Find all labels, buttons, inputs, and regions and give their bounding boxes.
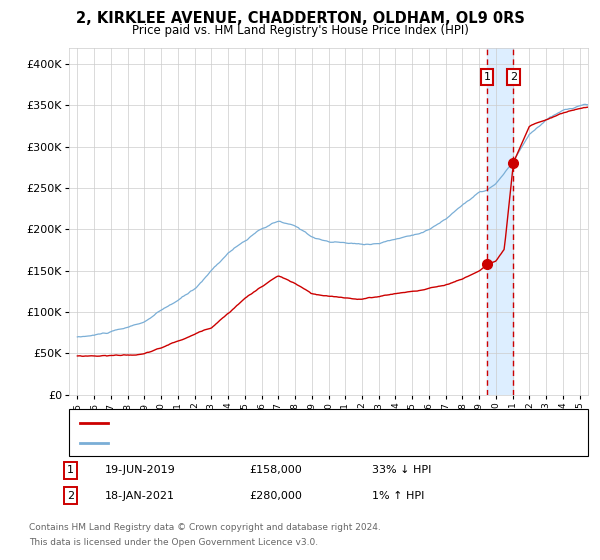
Bar (487, 48, 514, 395)
Text: 2: 2 (67, 491, 74, 501)
Text: 1: 1 (484, 72, 491, 82)
Text: HPI: Average price, detached house, Oldham: HPI: Average price, detached house, Oldh… (114, 438, 348, 448)
Text: 19-JUN-2019: 19-JUN-2019 (105, 465, 176, 475)
Text: 2, KIRKLEE AVENUE, CHADDERTON, OLDHAM, OL9 0RS: 2, KIRKLEE AVENUE, CHADDERTON, OLDHAM, O… (76, 11, 524, 26)
Text: 33% ↓ HPI: 33% ↓ HPI (372, 465, 431, 475)
Text: 1: 1 (67, 465, 74, 475)
Text: Price paid vs. HM Land Registry's House Price Index (HPI): Price paid vs. HM Land Registry's House … (131, 24, 469, 36)
Text: £158,000: £158,000 (249, 465, 302, 475)
Text: £280,000: £280,000 (249, 491, 302, 501)
Text: This data is licensed under the Open Government Licence v3.0.: This data is licensed under the Open Gov… (29, 538, 318, 547)
Text: Contains HM Land Registry data © Crown copyright and database right 2024.: Contains HM Land Registry data © Crown c… (29, 523, 380, 532)
Text: 2: 2 (510, 72, 517, 82)
Text: 1% ↑ HPI: 1% ↑ HPI (372, 491, 424, 501)
Text: 2, KIRKLEE AVENUE, CHADDERTON, OLDHAM, OL9 0RS (detached house): 2, KIRKLEE AVENUE, CHADDERTON, OLDHAM, O… (114, 418, 493, 428)
Text: 18-JAN-2021: 18-JAN-2021 (105, 491, 175, 501)
